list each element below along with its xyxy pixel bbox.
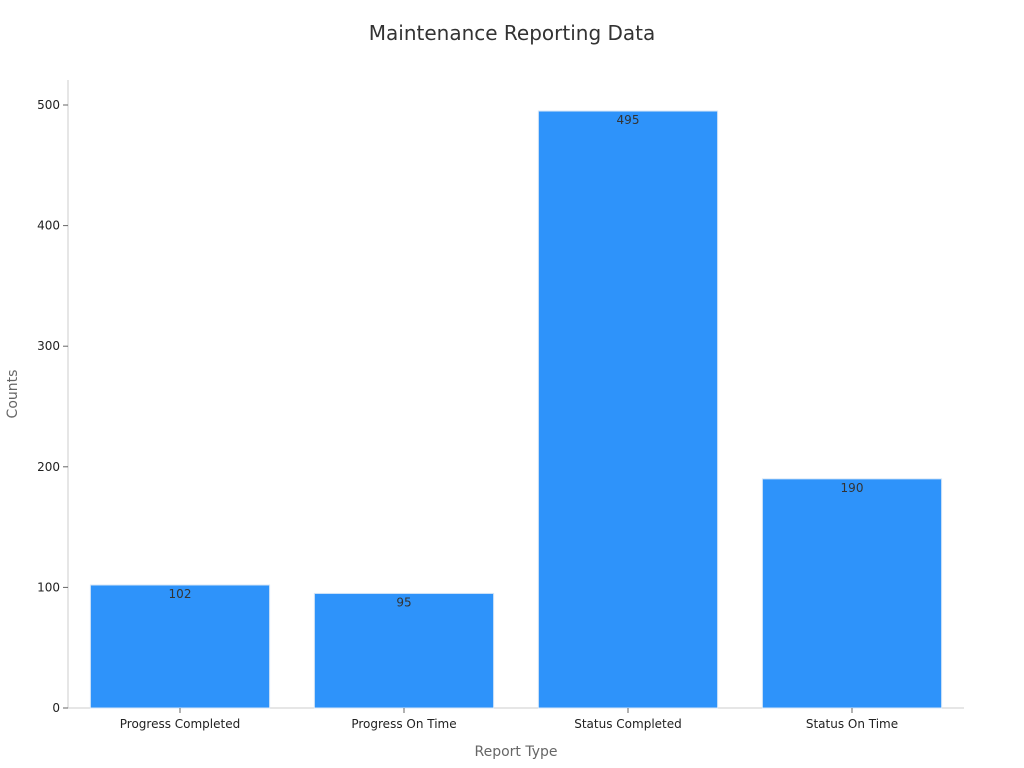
- bar: [313, 592, 495, 709]
- y-axis-title: Counts: [5, 370, 21, 419]
- bars: 102 95 495 190: [89, 110, 943, 709]
- bar: [89, 584, 271, 709]
- x-tick-label: Status Completed: [574, 717, 682, 731]
- bar: [537, 110, 719, 709]
- chart-title: Maintenance Reporting Data: [369, 21, 656, 45]
- y-tick-label: 0: [52, 701, 60, 715]
- bar-value-label: 102: [169, 587, 192, 601]
- x-tick-label: Status On Time: [806, 717, 898, 731]
- x-tick-label: Progress On Time: [351, 717, 456, 731]
- y-tick-label: 300: [37, 339, 60, 353]
- y-tick-label: 500: [37, 98, 60, 112]
- y-tick-label: 400: [37, 219, 60, 233]
- bar-value-label: 190: [841, 481, 864, 495]
- x-axis-title: Report Type: [474, 744, 557, 760]
- x-ticks: Progress Completed Progress On Time Status…: [120, 708, 898, 731]
- x-tick-label: Progress Completed: [120, 717, 240, 731]
- bar-value-label: 95: [396, 595, 411, 609]
- bar-value-label: 495: [617, 113, 640, 127]
- y-tick-label: 100: [37, 580, 60, 594]
- y-ticks: 0 100 200 300 400 500: [37, 98, 68, 715]
- y-tick-label: 200: [37, 460, 60, 474]
- bar: [761, 478, 943, 709]
